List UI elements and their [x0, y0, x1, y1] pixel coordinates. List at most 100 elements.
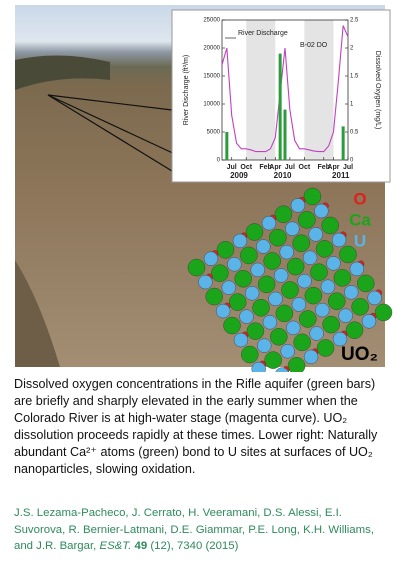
atom [228, 293, 247, 311]
element-label: Ca [349, 210, 371, 229]
atom [345, 321, 364, 339]
discharge-line [221, 25, 349, 153]
atom [273, 268, 289, 283]
x-tick-label: Feb [259, 164, 271, 171]
atom [291, 297, 307, 312]
chart: 0 5000 10000 15000 20000 25000 0 0.5 1 1.5 2 2.5 Jul… [183, 18, 381, 181]
atom [252, 299, 270, 317]
journal: ES&T. [99, 540, 132, 552]
shade [304, 20, 334, 160]
atom [264, 351, 282, 369]
atom [269, 228, 287, 247]
element-label: U [354, 231, 366, 250]
atom [308, 227, 323, 242]
atom [287, 357, 306, 372]
atom [279, 244, 294, 260]
atom [275, 367, 289, 372]
y2-tick-label: 1.5 [350, 74, 359, 80]
atom [321, 216, 339, 235]
atom [286, 320, 301, 336]
atom [344, 285, 359, 300]
y-tick-label: 25000 [203, 18, 220, 24]
atom [227, 257, 242, 272]
pages: (12), 7340 (2015) [147, 540, 239, 552]
atom [286, 257, 305, 276]
y2-axis-title: Dissolved Oxygen (mg/L) [374, 51, 381, 130]
y-tick-label: 5000 [207, 130, 221, 136]
atom [241, 345, 259, 364]
element-label: O [353, 189, 366, 208]
y2-tick-label: 0 [350, 158, 354, 164]
atom [262, 315, 278, 330]
citation: J.S. Lezama-Pacheco, J. Cerrato, H. Veer… [14, 505, 386, 555]
atom [232, 233, 248, 249]
atom [223, 316, 241, 335]
y2-tick-label: 0.5 [350, 130, 359, 136]
atom [290, 198, 306, 213]
atom [245, 223, 264, 241]
atom [316, 339, 335, 357]
atom [244, 286, 260, 301]
atom [246, 322, 265, 340]
atom [198, 274, 213, 290]
volume: 49 [134, 540, 148, 552]
shade [246, 20, 276, 160]
caption: Dissolved oxygen concentrations in the R… [14, 377, 378, 476]
x-tick-label: Feb [318, 164, 330, 171]
do-bar [341, 126, 345, 160]
atom [349, 261, 365, 277]
atom [251, 361, 266, 372]
trees [15, 55, 110, 90]
crystal-structure [187, 187, 393, 372]
atom [304, 286, 323, 305]
y-tick-label: 10000 [203, 102, 220, 108]
atom [328, 292, 346, 310]
atom [274, 205, 293, 223]
atom [257, 338, 272, 353]
atom [299, 310, 317, 328]
do-bar [283, 109, 287, 160]
atom [310, 263, 328, 281]
atom [303, 187, 322, 206]
figure: 0 5000 10000 15000 20000 25000 0 0.5 1 1.5 2 2.5 Jul… [15, 5, 393, 372]
atom [205, 287, 223, 306]
atom [338, 308, 353, 323]
x-tick-label: Apr [269, 164, 281, 171]
pointer-line [47, 94, 191, 183]
x-tick-label: Oct [240, 164, 252, 171]
atom [203, 251, 219, 266]
atom [351, 298, 369, 316]
atom [298, 211, 316, 229]
atom [339, 245, 357, 264]
atom [302, 250, 318, 265]
atom [250, 262, 265, 278]
atom [303, 349, 319, 365]
do-bar [278, 53, 282, 160]
atom [331, 232, 347, 248]
x-tick-label: Jul [285, 164, 295, 171]
atom [187, 258, 206, 277]
atom [215, 303, 231, 319]
y2-tick-label: 2.5 [350, 18, 359, 24]
atom [256, 239, 271, 254]
series-label: B-02 DO [300, 42, 328, 49]
atom [275, 304, 294, 323]
y2-tick-label: 1 [350, 102, 354, 108]
atom [326, 256, 341, 271]
formula: UO₂ [341, 344, 378, 365]
series-label: River Discharge [238, 30, 288, 37]
brush [15, 260, 60, 367]
atom [285, 221, 300, 236]
y-tick-label: 0 [217, 158, 221, 164]
atom [332, 331, 348, 347]
atom [292, 234, 310, 252]
atom [240, 246, 258, 265]
atom [315, 302, 330, 318]
y-tick-label: 20000 [203, 46, 220, 52]
atom [333, 269, 352, 287]
atom [361, 314, 377, 329]
x-tick-label: Oct [299, 164, 311, 171]
atom [239, 309, 254, 324]
pointer-line [47, 94, 173, 111]
atom [257, 275, 276, 294]
